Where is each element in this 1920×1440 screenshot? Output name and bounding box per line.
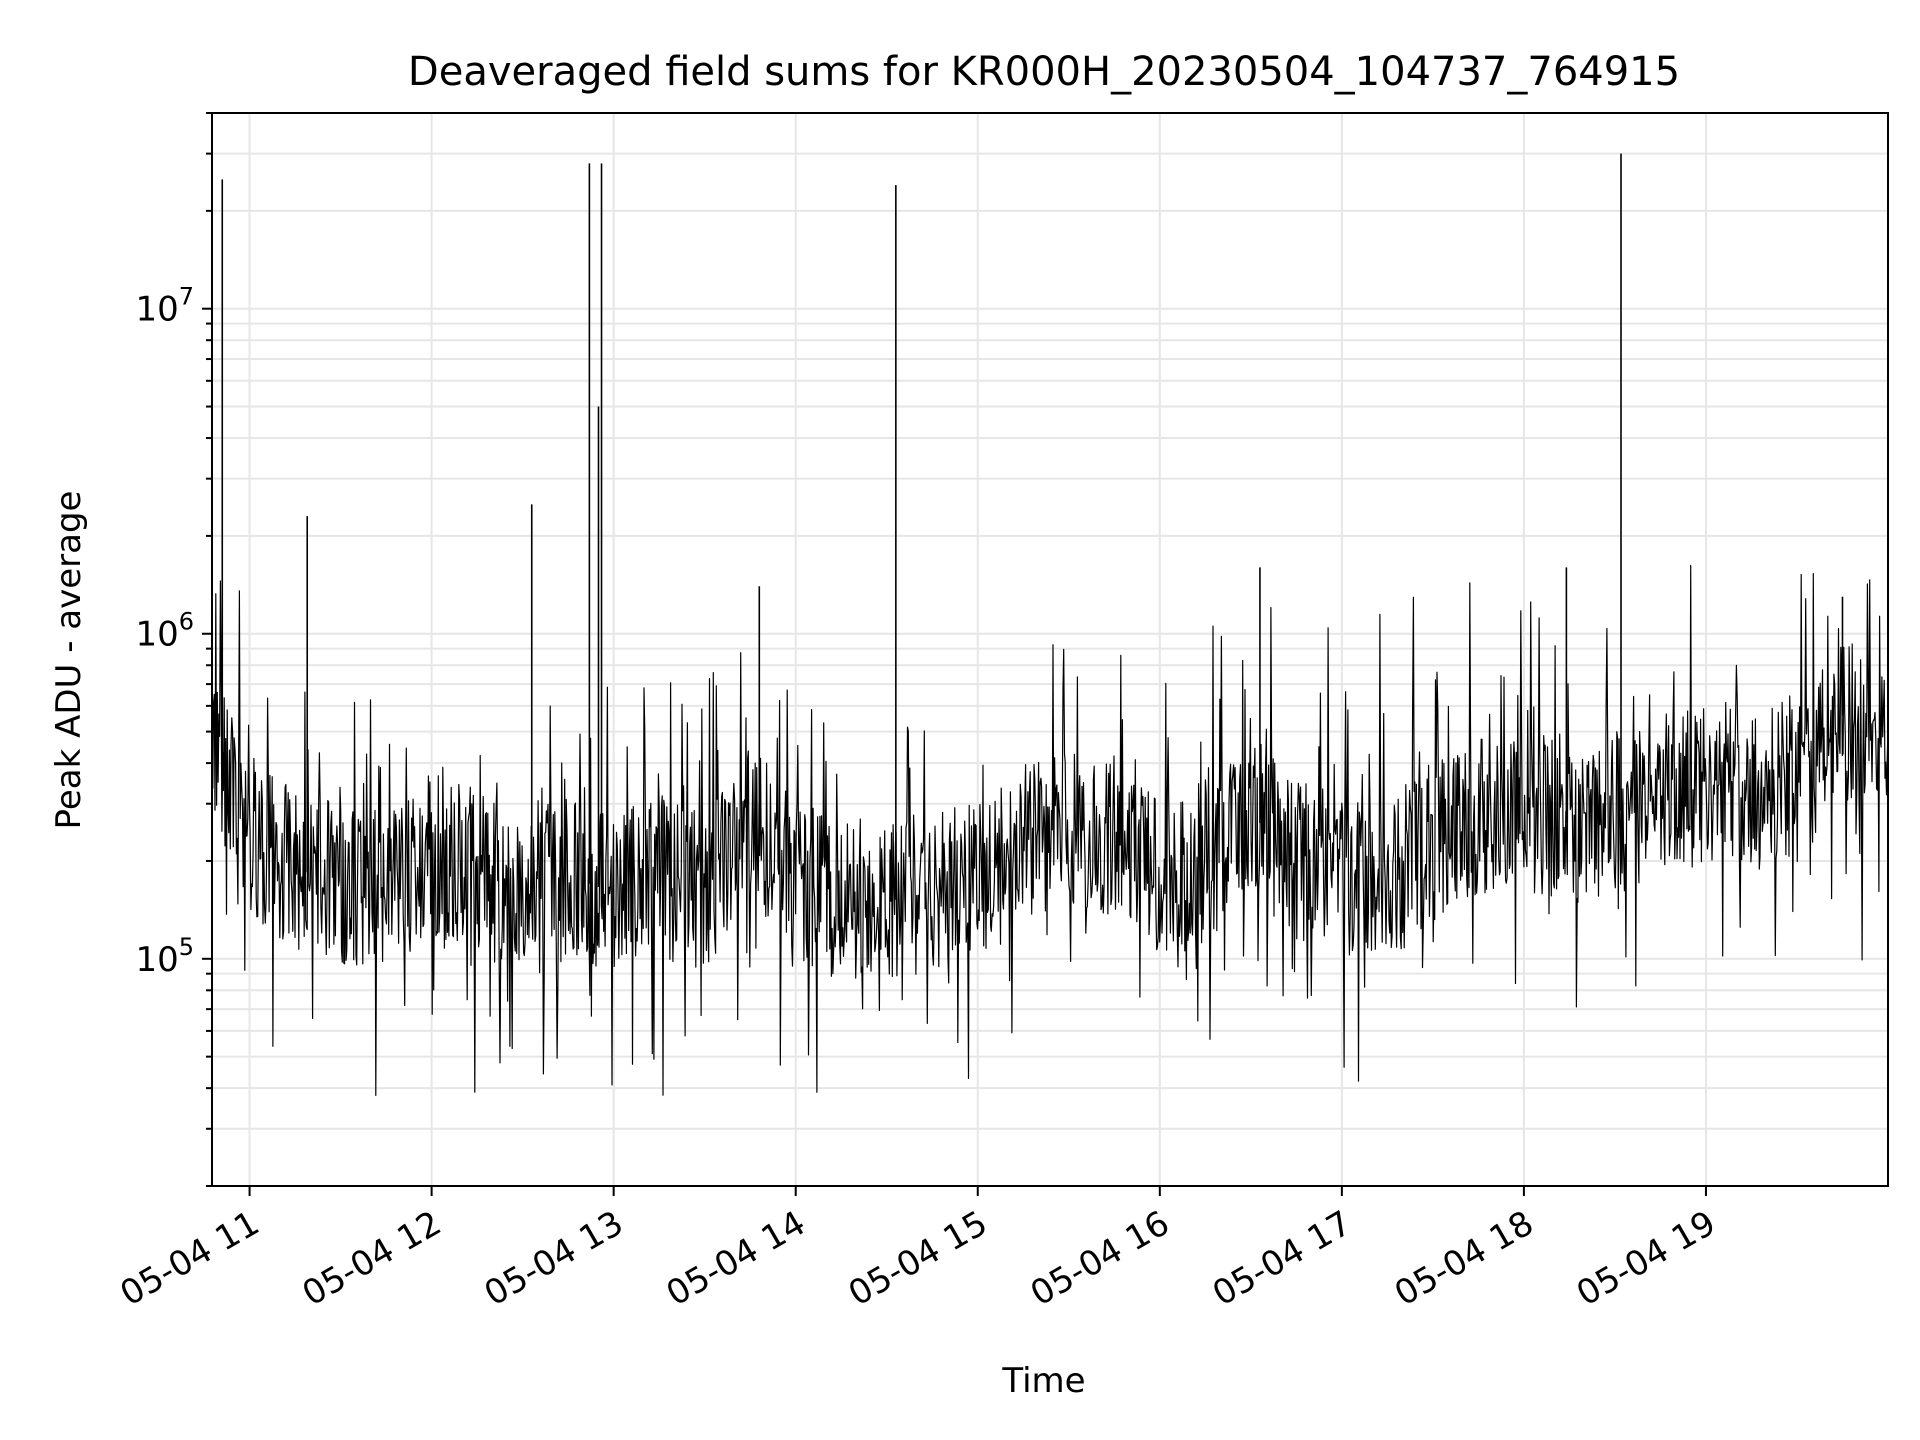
- chart-title: Deaveraged field sums for KR000H_2023050…: [408, 49, 1680, 95]
- spike-group: [221, 153, 1844, 900]
- y-axis-ticks: 105 106 107: [135, 112, 212, 1187]
- y-tick-label: 107: [135, 283, 194, 330]
- series-line: [211, 564, 1889, 1097]
- y-tick-label: 106: [135, 608, 194, 655]
- y-axis-label: Peak ADU - average: [49, 491, 89, 830]
- series-group: [211, 564, 1889, 1097]
- x-axis-label: Time: [1001, 1361, 1085, 1401]
- y-tick-label: 105: [135, 933, 194, 980]
